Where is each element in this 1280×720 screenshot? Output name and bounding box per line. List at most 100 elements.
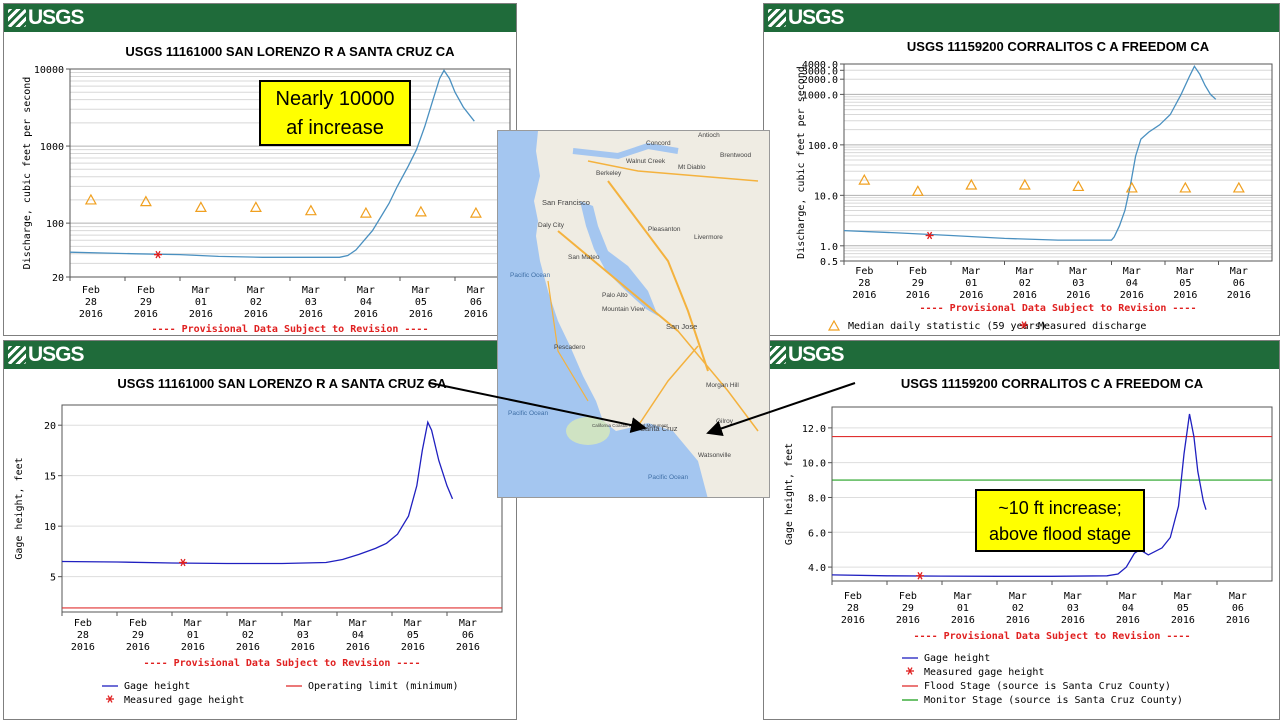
x-tick-day: 04 <box>1126 278 1138 289</box>
chart-title: USGS 11159200 CORRALITOS C A FREEDOM CA <box>901 376 1204 391</box>
legend-label: Gage height <box>124 681 190 692</box>
map-label: Gilroy <box>716 418 734 425</box>
x-tick-day: 02 <box>250 297 262 308</box>
gridlines <box>844 63 1272 262</box>
y-tick-label: 4.0 <box>808 563 826 574</box>
y-tick-label: 10.0 <box>802 459 826 470</box>
measured-point-marker <box>906 667 914 675</box>
x-tick-day: 01 <box>187 630 199 641</box>
y-tick-label: 0.5 <box>820 257 838 268</box>
y-tick-label: 10000 <box>34 65 64 76</box>
provisional-notice: ---- Provisional Data Subject to Revisio… <box>914 630 1191 642</box>
provisional-notice: ---- Provisional Data Subject to Revisio… <box>144 657 421 669</box>
median-statistic-marker <box>139 195 152 207</box>
median-statistic-marker <box>304 204 317 216</box>
x-tick-day: 03 <box>1072 278 1084 289</box>
usgs-logo: USGS <box>8 343 85 367</box>
legend-item: Gage height <box>902 653 990 664</box>
y-axis-label: Discharge, cubic feet per second <box>22 77 33 270</box>
map-label: Morgan Hill <box>706 382 739 389</box>
x-tick-year: 2016 <box>409 309 433 320</box>
y-axis-label: Discharge, cubic feet per second <box>796 66 807 259</box>
x-tick-month: Feb <box>129 618 147 629</box>
map-label: Mountain View <box>602 306 645 313</box>
x-tick-year: 2016 <box>1066 290 1090 301</box>
star-stroke <box>927 231 933 240</box>
y-tick-label: 5 <box>50 573 56 584</box>
x-tick-year: 2016 <box>244 309 268 320</box>
y-tick-label: 1.0 <box>820 242 838 253</box>
legend-label: Gage height <box>924 653 990 664</box>
legend: Gage height Operating limit (minimum) Meas… <box>102 681 459 706</box>
x-tick-year: 2016 <box>1226 615 1250 626</box>
x-tick-year: 2016 <box>1171 615 1195 626</box>
usgs-logo-text: USGS <box>788 343 845 366</box>
y-tick-label: 2000.0 <box>802 75 838 86</box>
x-tick-year: 2016 <box>354 309 378 320</box>
usgs-wave-icon <box>768 9 786 27</box>
x-tick-day: 06 <box>1232 603 1244 614</box>
x-tick-day: 06 <box>462 630 474 641</box>
series-line <box>61 420 454 565</box>
usgs-wave-icon <box>8 9 26 27</box>
median-statistic-marker <box>84 193 97 205</box>
legend-item: Measured gage height <box>106 695 244 706</box>
star-stroke <box>180 558 186 567</box>
y-tick-label: 8.0 <box>808 493 826 504</box>
y-tick-label: 20 <box>44 421 56 432</box>
x-tick-month: Feb <box>899 591 917 602</box>
legend: Gage height Measured gage height Flood Sta… <box>902 653 1183 706</box>
x-tick-day: 05 <box>407 630 419 641</box>
delta-water <box>572 142 679 160</box>
legend-label: Median daily statistic (59 years) <box>848 321 1047 332</box>
gage-chart-corralitos: USGS 11159200 CORRALITOS C A FREEDOM CA 4… <box>784 376 1273 706</box>
discharge-chart-san-lorenzo: USGS 11161000 SAN LORENZO R A SANTA CRUZ… <box>22 44 511 335</box>
legend-item: Median daily statistic (59 years) <box>827 319 1047 332</box>
map-label: Pleasanton <box>648 226 681 233</box>
x-tick-day: 05 <box>1179 278 1191 289</box>
median-statistic-marker <box>359 206 372 218</box>
x-tick-day: 01 <box>957 603 969 614</box>
x-tick-year: 2016 <box>1061 615 1085 626</box>
x-tick-month: Mar <box>239 618 257 629</box>
measured-point-marker <box>154 250 162 259</box>
legend-item: Measured discharge <box>1020 321 1146 332</box>
usgs-logo-text: USGS <box>28 6 85 29</box>
star-stroke <box>155 250 161 259</box>
bay-water <box>580 201 658 316</box>
provisional-notice: ---- Provisional Data Subject to Revisio… <box>920 302 1197 314</box>
map-label: Mt Diablo <box>678 164 706 171</box>
x-tick-month: Mar <box>1064 591 1082 602</box>
x-tick-day: 04 <box>352 630 364 641</box>
y-axis-label: Gage height, feet <box>784 443 795 545</box>
x-tick-day: 05 <box>415 297 427 308</box>
y-tick-label: 10 <box>44 522 56 533</box>
y-tick-label: 100.0 <box>808 141 838 152</box>
gage-chart-san-lorenzo: USGS 11161000 SAN LORENZO R A SANTA CRUZ… <box>14 376 503 706</box>
map-label: San Mateo <box>568 254 600 261</box>
y-tick-label: 1000.0 <box>802 90 838 101</box>
x-tick-month: Mar <box>1119 591 1137 602</box>
x-tick-month: Mar <box>954 591 972 602</box>
x-tick-year: 2016 <box>852 290 876 301</box>
usgs-header-bar: USGS <box>4 4 516 32</box>
x-tick-day: 03 <box>297 630 309 641</box>
map-label: Pescadero <box>554 344 585 351</box>
chart-title: USGS 11161000 SAN LORENZO R A SANTA CRUZ… <box>125 44 455 59</box>
x-tick-month: Feb <box>137 285 155 296</box>
y-tick-label: 1000 <box>40 142 64 153</box>
x-tick-month: Feb <box>82 285 100 296</box>
chart-title: USGS 11161000 SAN LORENZO R A SANTA CRUZ… <box>117 376 447 391</box>
measured-point-marker <box>916 571 924 580</box>
callout-discharge-increase: Nearly 10000 af increase <box>259 80 411 146</box>
legend-item: Measured gage height <box>906 667 1044 678</box>
chart-panel-san-lorenzo-gage: USGS 11161000 SAN LORENZO R A SANTA CRUZ… <box>3 340 517 720</box>
